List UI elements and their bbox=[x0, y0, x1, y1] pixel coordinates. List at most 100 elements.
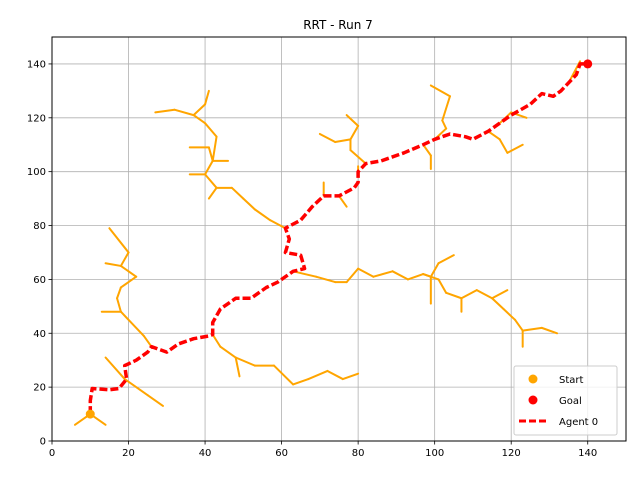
tree-edge bbox=[441, 95, 451, 122]
start-marker bbox=[85, 409, 95, 419]
tree-edge bbox=[219, 345, 237, 359]
plot-frame bbox=[51, 36, 627, 442]
tree-edge bbox=[491, 289, 509, 300]
tree-edge bbox=[318, 132, 337, 144]
y-tick-label: 40 bbox=[33, 329, 46, 340]
tree-edge bbox=[211, 333, 222, 348]
tree-edge bbox=[207, 186, 218, 200]
rrt-tree bbox=[73, 60, 582, 426]
tree-edge bbox=[292, 378, 310, 386]
tree-edge bbox=[491, 297, 505, 311]
legend-start-label: Start bbox=[559, 375, 584, 386]
tree-edge bbox=[498, 138, 509, 154]
tree-edge bbox=[204, 159, 214, 176]
y-tick-label: 0 bbox=[40, 437, 46, 448]
tree-edge bbox=[272, 364, 295, 386]
tree-edge bbox=[204, 173, 218, 189]
tree-edge bbox=[422, 143, 432, 157]
tree-edge bbox=[338, 194, 348, 208]
chart-title: RRT - Run 7 bbox=[303, 18, 373, 32]
tree-edge bbox=[334, 138, 352, 144]
tree-edge bbox=[204, 122, 218, 138]
tree-edge bbox=[116, 297, 122, 313]
tree-edge bbox=[475, 289, 494, 300]
agent-path-line bbox=[88, 62, 588, 415]
tree-edge bbox=[211, 135, 218, 162]
tree-edge bbox=[487, 130, 501, 141]
legend: Start Goal Agent 0 bbox=[513, 365, 618, 436]
x-tick-label: 80 bbox=[352, 448, 365, 459]
tree-edge bbox=[521, 326, 543, 332]
x-tick-label: 40 bbox=[199, 448, 212, 459]
tree-edge bbox=[192, 114, 207, 125]
tree-edge bbox=[341, 372, 360, 381]
tree-edge bbox=[242, 197, 256, 211]
tree-edge bbox=[315, 275, 337, 284]
legend-goal-label: Goal bbox=[559, 396, 582, 407]
tree-edge bbox=[372, 270, 394, 278]
tree-edge bbox=[104, 262, 122, 267]
tree-edge bbox=[437, 254, 455, 265]
x-tick-label: 100 bbox=[425, 448, 444, 459]
legend-goal-marker bbox=[528, 395, 538, 405]
agent-path bbox=[88, 62, 588, 415]
y-tick-label: 120 bbox=[27, 113, 46, 124]
tree-edge bbox=[234, 356, 256, 367]
y-tick-label: 20 bbox=[33, 383, 46, 394]
axis-ticks: 0 20 40 60 80 100 120 140 0 20 40 60 80 100 120 140 bbox=[27, 59, 597, 459]
tree-edge bbox=[441, 119, 448, 130]
tree-edge bbox=[192, 103, 207, 117]
tree-edge bbox=[119, 264, 138, 278]
tree-edge bbox=[173, 108, 195, 117]
tree-edge bbox=[460, 289, 478, 300]
tree-edge bbox=[429, 262, 440, 278]
tree-edge bbox=[119, 251, 130, 267]
tree-edge bbox=[230, 186, 245, 200]
x-tick-label: 60 bbox=[275, 448, 288, 459]
tree-edge bbox=[429, 84, 451, 98]
tree-edge bbox=[142, 334, 153, 348]
tree-edge bbox=[116, 286, 122, 300]
legend-box bbox=[513, 365, 618, 436]
grid bbox=[51, 37, 626, 442]
tree-edge bbox=[204, 89, 210, 106]
tree-edge bbox=[292, 270, 318, 278]
x-tick-label: 120 bbox=[502, 448, 521, 459]
tree-edge bbox=[506, 143, 524, 154]
tree-edge bbox=[445, 291, 463, 300]
tree-edge bbox=[253, 208, 272, 222]
tree-edge bbox=[269, 219, 287, 230]
tree-edge bbox=[391, 270, 409, 281]
tree-edge bbox=[119, 310, 145, 337]
legend-start-marker bbox=[528, 374, 538, 384]
x-tick-label: 0 bbox=[49, 448, 55, 459]
x-tick-label: 20 bbox=[122, 448, 135, 459]
y-tick-label: 80 bbox=[33, 221, 46, 232]
legend-path-label: Agent 0 bbox=[559, 417, 598, 428]
tree-edge bbox=[345, 267, 360, 284]
tree-edge bbox=[345, 114, 360, 127]
tree-edge bbox=[146, 394, 164, 407]
tree-edge bbox=[104, 356, 126, 381]
tree-edge bbox=[123, 378, 149, 397]
tree-edge bbox=[349, 149, 367, 165]
tree-edge bbox=[154, 108, 176, 114]
tree-edge bbox=[307, 369, 329, 381]
markers bbox=[85, 59, 593, 419]
tree-edge bbox=[357, 267, 375, 278]
tree-edge bbox=[540, 326, 559, 335]
tree-edge bbox=[406, 273, 425, 281]
tree-edge bbox=[234, 356, 241, 378]
tree-edge bbox=[502, 308, 517, 321]
tree-edge bbox=[326, 369, 344, 381]
tree-edge bbox=[108, 227, 130, 254]
tree-edge bbox=[437, 278, 448, 294]
tree-edge bbox=[422, 273, 440, 281]
y-tick-label: 100 bbox=[27, 167, 46, 178]
tree-edge bbox=[119, 275, 138, 289]
y-tick-label: 140 bbox=[27, 59, 46, 70]
tree-edge bbox=[514, 318, 524, 332]
goal-marker bbox=[583, 59, 593, 69]
tree-edge bbox=[349, 124, 360, 141]
